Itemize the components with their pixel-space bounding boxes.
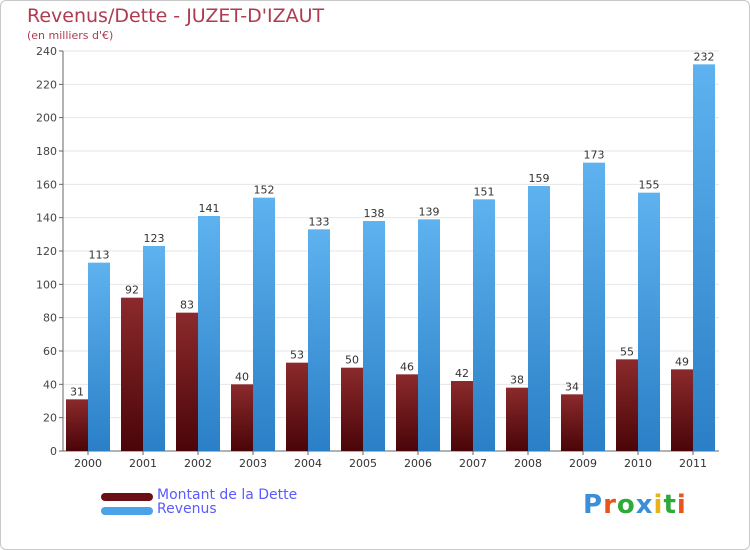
x-tick-label-2008: 2008 bbox=[514, 457, 542, 470]
bar-debt-2003 bbox=[231, 384, 253, 451]
bar-debt-2004 bbox=[286, 362, 308, 451]
logo-letter: t bbox=[663, 490, 677, 520]
bar-debt-2006 bbox=[396, 374, 418, 451]
logo-letter: i bbox=[653, 490, 664, 520]
data-label-revenue-2006: 139 bbox=[419, 205, 440, 218]
data-label-revenue-2010: 155 bbox=[639, 179, 660, 192]
y-tick-label: 200 bbox=[36, 112, 57, 125]
y-tick-label: 40 bbox=[43, 378, 57, 391]
logo-letter: P bbox=[583, 490, 604, 520]
chart-subtitle: (en milliers d'€) bbox=[27, 29, 114, 42]
legend-label-revenue: Revenus bbox=[157, 501, 217, 517]
logo-letter: x bbox=[635, 490, 654, 520]
data-label-revenue-2008: 159 bbox=[529, 172, 550, 185]
y-tick-label: 180 bbox=[36, 145, 57, 158]
y-tick-label: 100 bbox=[36, 278, 57, 291]
x-tick-label-2002: 2002 bbox=[184, 457, 212, 470]
x-tick-label-2006: 2006 bbox=[404, 457, 432, 470]
data-label-debt-2000: 31 bbox=[70, 385, 84, 398]
data-label-revenue-2003: 152 bbox=[254, 184, 275, 197]
bar-revenue-2003 bbox=[253, 197, 275, 451]
bar-debt-2002 bbox=[176, 312, 198, 451]
bar-revenue-2005 bbox=[363, 221, 385, 451]
y-tick-label: 240 bbox=[36, 45, 57, 58]
bar-revenue-2000 bbox=[88, 262, 110, 451]
data-label-revenue-2007: 151 bbox=[474, 185, 495, 198]
bar-debt-2009 bbox=[561, 394, 583, 451]
logo-letter: o bbox=[616, 490, 636, 520]
chart-title: Revenus/Dette - JUZET-D'IZAUT bbox=[27, 5, 325, 27]
y-tick-label: 80 bbox=[43, 312, 57, 325]
x-tick-label-2005: 2005 bbox=[349, 457, 377, 470]
proxiti-logo: Proxiti bbox=[583, 490, 687, 520]
data-labels: 31 113 92 123 83 141 40 152 53 133 50 138 46 139 42 151… bbox=[70, 50, 715, 398]
data-label-debt-2006: 46 bbox=[400, 360, 414, 373]
y-tick-label: 140 bbox=[36, 212, 57, 225]
data-label-debt-2010: 55 bbox=[620, 345, 634, 358]
bars bbox=[66, 64, 715, 452]
x-tick-label-2004: 2004 bbox=[294, 457, 322, 470]
bar-debt-2000 bbox=[66, 399, 88, 451]
bar-revenue-2008 bbox=[528, 186, 550, 451]
bar-revenue-2007 bbox=[473, 199, 495, 451]
x-tick-label-2009: 2009 bbox=[569, 457, 597, 470]
bar-debt-2008 bbox=[506, 387, 528, 451]
y-tick-label: 60 bbox=[43, 345, 57, 358]
y-tick-label: 220 bbox=[36, 78, 57, 91]
y-tick-label: 120 bbox=[36, 245, 57, 258]
bar-revenue-2002 bbox=[198, 216, 220, 451]
legend-label-debt: Montant de la Dette bbox=[157, 487, 298, 503]
axes: 0 20 40 60 80 100 120 140 160 180 200 220 240 2000 200… bbox=[36, 45, 719, 470]
y-tick-label: 20 bbox=[43, 412, 57, 425]
data-label-revenue-2001: 123 bbox=[144, 232, 165, 245]
data-label-debt-2002: 83 bbox=[180, 299, 194, 312]
logo-letter: r bbox=[603, 490, 617, 520]
bar-revenue-2006 bbox=[418, 219, 440, 451]
data-label-revenue-2000: 113 bbox=[89, 249, 110, 262]
y-tick-label: 160 bbox=[36, 178, 57, 191]
bar-debt-2005 bbox=[341, 367, 363, 451]
bar-revenue-2004 bbox=[308, 229, 330, 451]
bar-debt-2001 bbox=[121, 297, 143, 451]
data-label-debt-2004: 53 bbox=[290, 349, 304, 362]
data-label-revenue-2002: 141 bbox=[199, 202, 220, 215]
gridlines bbox=[63, 50, 719, 419]
bar-revenue-2009 bbox=[583, 162, 605, 451]
data-label-debt-2001: 92 bbox=[125, 284, 139, 297]
bar-debt-2010 bbox=[616, 359, 638, 451]
data-label-debt-2008: 38 bbox=[510, 374, 524, 387]
x-tick-label-2000: 2000 bbox=[74, 457, 102, 470]
bar-debt-2011 bbox=[671, 369, 693, 451]
x-tick-label-2010: 2010 bbox=[624, 457, 652, 470]
x-tick-label-2007: 2007 bbox=[459, 457, 487, 470]
bar-revenue-2011 bbox=[693, 64, 715, 452]
legend-swatch-debt bbox=[101, 493, 153, 501]
data-label-debt-2009: 34 bbox=[565, 380, 579, 393]
x-tick-label-2011: 2011 bbox=[679, 457, 707, 470]
x-tick-label-2003: 2003 bbox=[239, 457, 267, 470]
data-label-revenue-2009: 173 bbox=[584, 149, 605, 162]
logo-letter: i bbox=[676, 490, 687, 520]
bar-revenue-2001 bbox=[143, 246, 165, 451]
data-label-debt-2005: 50 bbox=[345, 354, 359, 367]
data-label-revenue-2011: 232 bbox=[694, 50, 715, 63]
data-label-debt-2011: 49 bbox=[675, 355, 689, 368]
data-label-revenue-2005: 138 bbox=[364, 207, 385, 220]
data-label-debt-2007: 42 bbox=[455, 367, 469, 380]
data-label-debt-2003: 40 bbox=[235, 370, 249, 383]
x-tick-label-2001: 2001 bbox=[129, 457, 157, 470]
y-tick-label: 0 bbox=[50, 445, 57, 458]
legend-swatch-revenue bbox=[101, 507, 153, 515]
bar-debt-2007 bbox=[451, 381, 473, 451]
data-label-revenue-2004: 133 bbox=[309, 215, 330, 228]
bar-revenue-2010 bbox=[638, 192, 660, 451]
